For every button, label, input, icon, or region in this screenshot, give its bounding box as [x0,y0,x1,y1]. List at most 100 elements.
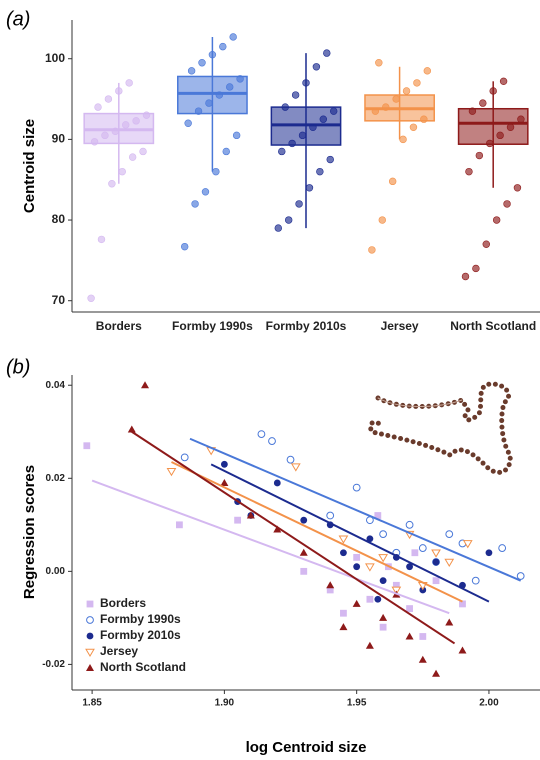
y-axis-label: Regression scores [21,465,38,599]
point [139,147,147,156]
point [489,87,497,95]
point [445,618,454,626]
point [378,216,386,224]
y-tick-label: 0.04 [46,380,66,391]
point [391,586,402,595]
legend-marker [85,648,95,657]
point [187,67,196,75]
point [194,107,203,115]
point [392,581,400,589]
fit-line [189,437,522,582]
point [291,91,300,99]
point [278,147,286,156]
point [468,107,477,115]
point [115,87,123,95]
point [499,77,508,86]
point [326,581,335,589]
point [288,139,296,148]
y-axis-label: Centroid size [21,119,38,213]
point [432,558,440,566]
point [382,103,390,111]
point [374,512,382,519]
point [368,246,376,254]
point [220,460,228,468]
point [302,79,310,87]
point [323,49,331,57]
point [125,79,133,87]
point [128,153,137,161]
point [90,138,99,146]
fit-line [171,461,463,603]
point [198,59,206,67]
y-tick-label: 70 [52,293,66,307]
fit-line [131,430,456,645]
point [257,430,266,438]
point [312,63,321,71]
y-tick-label: 80 [52,212,66,226]
point [374,595,382,603]
point [379,577,387,585]
x-tick-label: Jersey [381,319,419,333]
point [215,91,224,99]
x-axis-label: log Centroid size [246,739,367,756]
point [274,224,282,232]
x-tick-label: 1.95 [347,698,367,709]
point [220,478,229,486]
point [513,184,522,192]
x-tick-label: 1.85 [82,698,102,709]
point [366,535,374,543]
point [462,540,473,549]
point [379,623,387,631]
x-tick-label: 1.90 [215,698,235,709]
point [273,525,282,533]
point [176,521,183,529]
point [352,483,361,492]
point [236,75,244,83]
point [411,549,419,557]
point [94,103,102,111]
y-tick-label: -0.02 [42,659,65,670]
point [406,605,413,612]
x-tick-label: Formby 2010s [266,319,347,333]
point [180,242,189,251]
point [166,468,177,477]
point [471,576,480,585]
point [379,613,388,621]
point [208,50,217,59]
point [496,131,504,140]
point [286,455,295,464]
point [316,167,324,176]
point [353,563,361,571]
point [475,151,484,160]
point [479,99,487,107]
point [340,549,347,557]
point [516,572,525,580]
point [399,135,407,144]
point [226,83,234,91]
outline-illustration [367,381,513,475]
point [423,67,432,75]
point [300,567,308,575]
point [338,535,349,544]
point [319,115,328,123]
point [458,646,467,654]
point [402,87,411,95]
point [326,511,335,520]
legend-marker [86,600,94,608]
point [371,107,380,115]
point [290,463,301,472]
point [409,123,418,131]
point [492,216,501,224]
point [229,33,237,41]
point [419,633,427,640]
legend-label: North Scotland [100,660,186,674]
point [97,235,106,244]
x-tick-label: North Scotland [450,319,536,333]
panel-label: (b) [6,356,30,378]
point [101,131,109,140]
point [388,177,397,186]
point [191,200,199,208]
legend-label: Borders [100,596,146,610]
point [340,609,347,617]
point [445,530,454,539]
